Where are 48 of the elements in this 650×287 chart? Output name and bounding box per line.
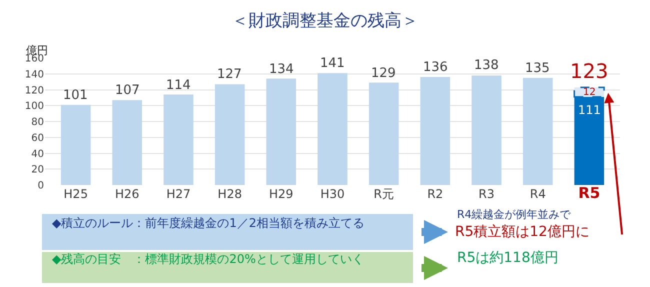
text: ◆積立のルール：前年度繰越金の1／2相当額を積み立てる xyxy=(52,216,364,230)
bar xyxy=(214,84,245,185)
bar xyxy=(472,75,502,185)
x-tick-label: R3 xyxy=(478,187,495,201)
bar xyxy=(318,73,348,185)
data-label: 127 xyxy=(217,67,242,82)
x-tick-label: R元 xyxy=(374,187,394,201)
bar xyxy=(368,82,399,185)
x-tick-label: H25 xyxy=(64,187,88,201)
y-tick-label: 20 xyxy=(31,164,44,176)
x-tick-label: R5 xyxy=(578,184,600,202)
data-label: 107 xyxy=(115,83,140,98)
x-tick-label: R2 xyxy=(427,187,444,201)
data-label: 114 xyxy=(166,78,191,93)
data-label: 129 xyxy=(371,66,396,81)
y-tick-label: 140 xyxy=(24,69,44,80)
data-label: 134 xyxy=(269,62,294,77)
data-label: 136 xyxy=(423,60,448,75)
x-tick-label: H27 xyxy=(166,187,191,201)
y-tick-label: 60 xyxy=(31,132,44,144)
x-tick-label: H29 xyxy=(269,187,294,201)
data-label: 111 xyxy=(578,103,601,117)
bar xyxy=(266,78,296,185)
data-label: 141 xyxy=(320,56,345,71)
x-tick-label: H28 xyxy=(218,187,242,201)
x-tick-label: H26 xyxy=(114,187,140,201)
y-tick-label: 120 xyxy=(24,85,44,96)
y-tick-label: 80 xyxy=(31,117,44,128)
data-label: 12 xyxy=(583,87,596,98)
bar xyxy=(164,94,194,185)
bar xyxy=(522,78,553,185)
bar xyxy=(112,100,142,185)
data-label: 138 xyxy=(474,58,499,73)
chart-title: ＜財政調整基金の残高＞ xyxy=(232,11,418,32)
text: R5積立額は12億円に xyxy=(455,224,590,240)
total-label: 123 xyxy=(570,59,608,83)
data-label: 101 xyxy=(63,88,88,103)
y-tick-label: 40 xyxy=(31,148,44,160)
data-label: 135 xyxy=(525,61,550,76)
x-tick-label: H30 xyxy=(320,187,345,201)
y-tick-label: 100 xyxy=(24,101,44,112)
y-tick-label: 0 xyxy=(38,180,44,192)
text: ◆残高の目安 ：標準財政規模の20%として運用していく xyxy=(52,252,364,266)
text: R4繰越金が例年並みで xyxy=(457,208,572,221)
x-tick-label: R4 xyxy=(530,187,546,201)
bar xyxy=(420,77,450,185)
bar xyxy=(60,104,91,185)
text: R5は約118億円 xyxy=(457,250,558,266)
